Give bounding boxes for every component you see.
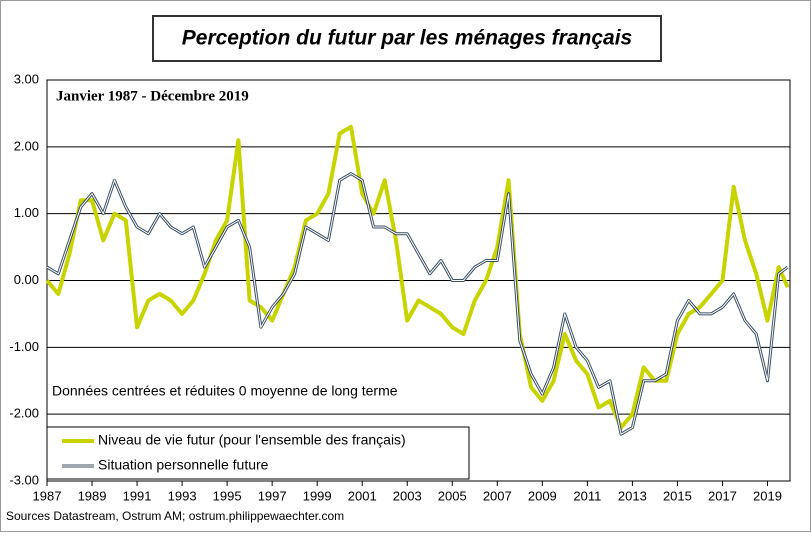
legend-label: Niveau de vie futur (pour l'ensemble des… <box>98 432 406 448</box>
y-tick-label: -3.00 <box>9 472 39 487</box>
x-tick-label: 2009 <box>528 488 557 503</box>
chart-title: Perception du futur par les ménages fran… <box>182 27 632 50</box>
x-tick-label: 1991 <box>123 488 152 503</box>
legend-label: Situation personnelle future <box>98 457 269 473</box>
x-tick-label: 2007 <box>483 488 512 503</box>
legend: Niveau de vie futur (pour l'ensemble des… <box>46 426 470 480</box>
x-tick-label: 1987 <box>33 488 62 503</box>
y-tick-label: -1.00 <box>9 339 39 354</box>
source: Sources Datastream, Ostrum AM; ostrum.ph… <box>6 509 344 523</box>
x-tick-label: 2015 <box>663 488 692 503</box>
y-tick-label: 3.00 <box>14 71 39 86</box>
series-line <box>45 124 790 430</box>
series-line <box>46 173 788 435</box>
legend-box <box>46 426 470 480</box>
y-tick-label: -2.00 <box>9 406 39 421</box>
x-tick-label: 2013 <box>618 488 647 503</box>
y-tick-label: 0.00 <box>14 272 39 287</box>
x-tick-label: 1997 <box>258 488 287 503</box>
x-tick-label: 2011 <box>573 488 601 503</box>
title-box <box>152 15 662 62</box>
x-tick-label: 1995 <box>213 488 242 503</box>
x-tick-label: 2019 <box>753 488 782 503</box>
x-tick-label: 2003 <box>393 488 422 503</box>
annotation: Données centrées et réduites 0 moyenne d… <box>52 383 398 399</box>
y-tick-label: 2.00 <box>14 138 39 153</box>
x-tick-label: 2017 <box>708 488 737 503</box>
x-tick-label: 1993 <box>168 488 197 503</box>
subtitle: Janvier 1987 - Décembre 2019 <box>56 88 249 104</box>
x-tick-label: 2005 <box>438 488 467 503</box>
x-tick-label: 1989 <box>78 488 107 503</box>
x-tick-label: 2001 <box>348 488 377 503</box>
x-tick-label: 1999 <box>303 488 332 503</box>
y-tick-label: 1.00 <box>14 205 39 220</box>
